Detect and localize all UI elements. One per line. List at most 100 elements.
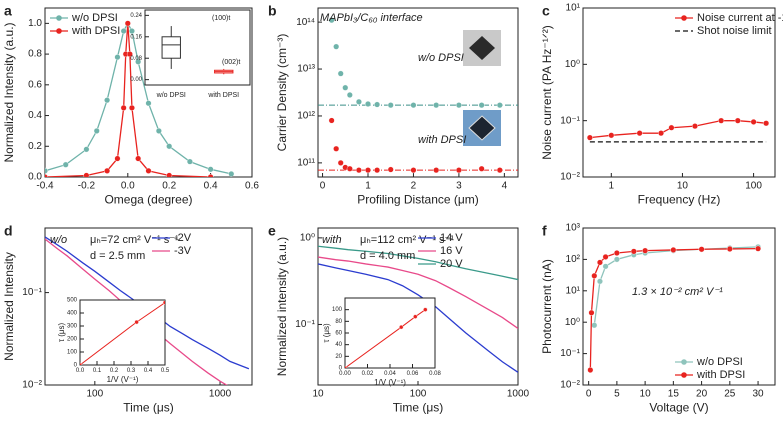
point [128,28,135,35]
x-tick-label: 100 [410,388,427,399]
y-tick-label: 300 [67,324,78,330]
x-tick-label: 10 [640,388,652,399]
y-axis-label: Normalized intensity (a.u.) [275,237,289,376]
point [374,101,381,108]
y-tick-label: 10¹¹ [297,158,315,169]
point [207,166,214,173]
y-tick-label: 80 [335,319,342,325]
x-tick-label: 0.0 [76,368,85,374]
y-axis-label: τ (μs) [322,323,331,343]
x-tick-label: 0.6 [245,180,259,191]
point [62,161,69,168]
y-tick-label: 0.0 [28,172,42,183]
annotation: MAPbI₃/C₆₀ interface [320,12,423,24]
point [333,145,340,152]
series-line [318,256,518,329]
x-tick-label: 0.1 [93,368,102,374]
point [670,246,677,253]
x-tick-label: 0.0 [121,180,135,191]
point [45,174,48,177]
annotation: μₕ=72 cm² V⁻¹ s⁻¹ [90,234,179,246]
series-line [318,263,518,373]
x-tick-label: 0.4 [204,180,218,191]
point [433,102,440,109]
point [602,253,609,260]
x-tick-label: 0 [320,180,326,191]
legend-label: -2V [174,232,192,244]
point [410,102,417,109]
y-tick-label: 0.8 [28,49,42,60]
point [608,132,615,139]
legend-label: 16 V [440,245,463,257]
point [602,263,609,270]
panel: f 10⁻² 10⁻¹ 10⁰ 10¹ 10² 10³ 0 5 10 15 20 25 30 Voltage… [540,223,776,414]
y-axis-label: Normalized Intensity [2,252,16,361]
inset-background [145,10,250,85]
legend-label: with DPSI [696,369,745,381]
point [135,155,142,162]
point [337,159,344,166]
x-axis-label: Time (μs) [393,400,443,414]
x-tick-label: with DPSI [207,92,239,99]
point [337,70,344,77]
x-tick-label: 5 [614,388,620,399]
point [636,130,643,137]
y-axis-label: Carrier Density (cm⁻³) [275,34,289,152]
point [162,300,165,305]
point [613,249,620,256]
point [342,84,349,91]
x-tick-label: 10 [677,180,689,191]
x-axis-label: Omega (degree) [104,192,192,206]
y-tick-label: 500 [67,298,78,304]
x-axis-label: Profiling Distance (μm) [357,192,479,206]
x-tick-label: 0.2 [162,180,176,191]
x-tick-label: 1000 [209,388,232,399]
point [642,247,649,254]
x-axis-label: 1/V (V⁻¹) [374,378,406,387]
y-tick-label: 60 [335,331,342,337]
point [355,167,362,174]
point [135,58,142,65]
point [658,130,665,137]
point [114,155,121,162]
y-tick-label: 100 [332,307,343,313]
panel: b 10¹¹ 10¹² 10¹³ 10¹⁴ 0 1 2 3 4 Profiling Distance… [268,3,519,206]
plot-area [318,17,518,174]
y-tick-label: 10¹² [297,111,315,122]
panel: 0 20 40 60 80 100 0.00 0.02 0.04 0.06 0.08 1/V (V⁻¹… [322,297,441,387]
x-tick-label: 100 [745,180,762,191]
legend-marker [56,28,62,34]
y-tick-label: 0.08 [130,56,142,62]
point [207,174,214,177]
annotation: w/o [50,234,67,246]
point [45,167,48,174]
y-tick-label: 0 [74,363,78,369]
point [355,98,362,105]
x-tick-label: 100 [86,388,103,399]
point [374,167,381,174]
y-tick-label: 0 [339,366,343,372]
x-tick-label: 0.08 [429,371,441,377]
point [124,20,131,27]
point [228,170,235,177]
point [763,120,770,127]
y-tick-label: 0.00 [130,77,142,83]
panel: c 10⁻² 10⁻¹ 10⁰ 10¹ 1 10 100 Frequency (Hz) Noise… [540,3,783,207]
y-axis-label: Noise current (PA Hz⁻¹ᐟ²) [540,25,554,160]
x-tick-label: 0 [586,388,592,399]
y-tick-label: 10⁻² [22,380,42,391]
point [496,167,503,174]
point [166,143,173,150]
plot-frame [44,7,253,178]
annotation: d = 4.0 mm [360,250,415,262]
point [496,102,503,109]
point [333,43,340,50]
point [455,167,462,174]
y-tick-label: 10² [566,254,581,265]
inset-background [345,298,435,368]
panel-label: f [542,223,547,239]
box-body [161,36,181,59]
point [186,158,193,165]
